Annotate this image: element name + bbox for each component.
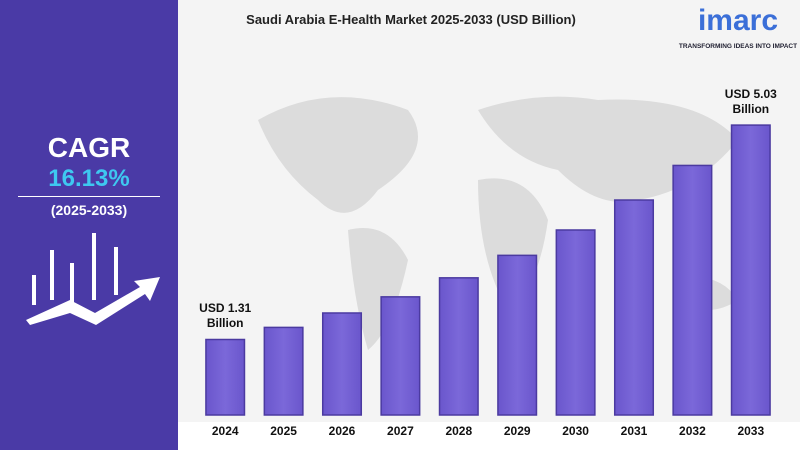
bar: [672, 164, 713, 416]
bar: [263, 326, 304, 416]
chart-area: Saudi Arabia E-Health Market 2025-2033 (…: [178, 0, 800, 450]
bar: [321, 312, 363, 416]
bar: [497, 254, 538, 416]
bar: [613, 199, 655, 416]
x-tick-label: 2026: [329, 424, 356, 438]
value-label: USD 5.03 Billion: [724, 87, 777, 117]
brand-name: imarc: [698, 4, 778, 37]
cagr-value: 16.13%: [48, 165, 130, 192]
x-tick-label: 2030: [562, 424, 589, 438]
x-tick-label: 2024: [212, 424, 239, 438]
chart-title: Saudi Arabia E-Health Market 2025-2033 (…: [246, 12, 576, 27]
bar: [380, 296, 421, 416]
x-tick-label: 2029: [504, 424, 531, 438]
side-panel: CAGR 16.13% (2025-2033): [0, 0, 178, 450]
cagr-period: (2025-2033): [50, 202, 128, 218]
bar: [555, 229, 596, 416]
bar: [438, 277, 479, 416]
x-tick-label: 2033: [737, 424, 764, 438]
cagr-label: CAGR: [47, 132, 131, 163]
x-tick-label: 2031: [621, 424, 648, 438]
bar: [730, 124, 771, 416]
x-tick-label: 2027: [387, 424, 414, 438]
x-tick-label: 2025: [270, 424, 297, 438]
bar: [205, 338, 246, 416]
divider: [18, 196, 160, 197]
brand-tagline: TRANSFORMING IDEAS INTO IMPACT: [679, 43, 797, 50]
chart: Saudi Arabia E-Health Market 2025-2033 (…: [178, 0, 800, 450]
value-label: USD 1.31 Billion: [199, 301, 252, 331]
growth-icon: [26, 233, 160, 325]
x-tick-label: 2028: [445, 424, 472, 438]
x-tick-label: 2032: [679, 424, 706, 438]
